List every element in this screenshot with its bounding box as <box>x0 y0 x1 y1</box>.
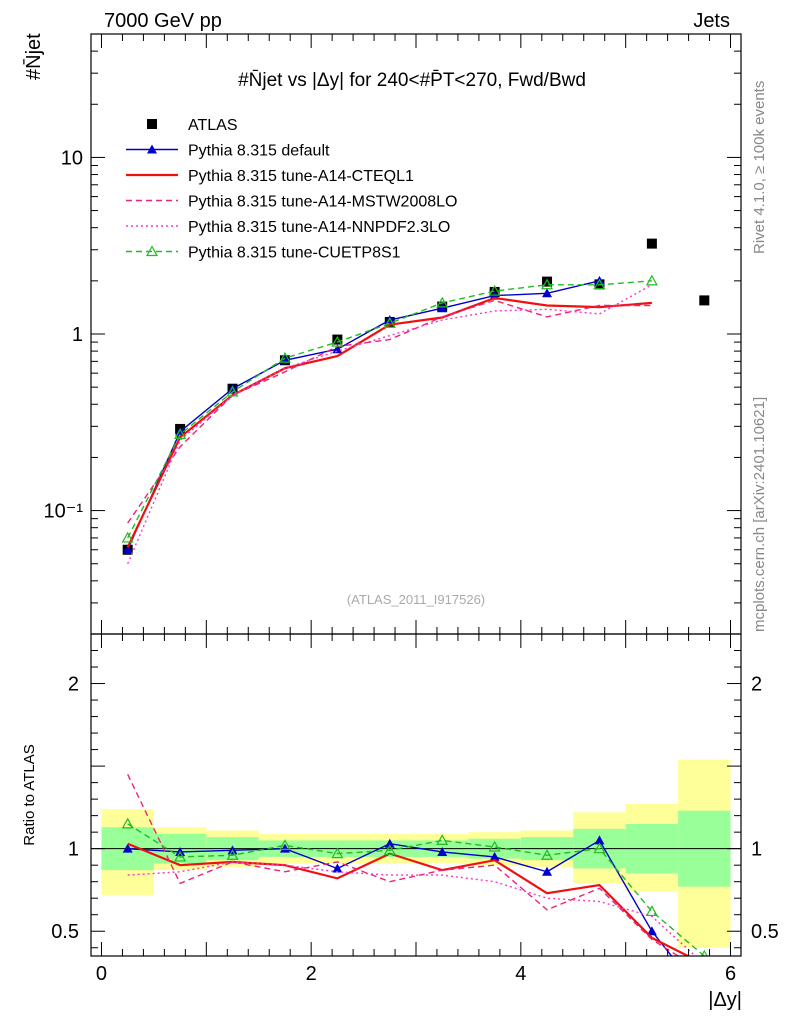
data-point-pythia-8-315-default <box>437 303 448 313</box>
ratio-point <box>436 834 449 846</box>
ratio-line-pythia-8-315-default <box>127 839 673 956</box>
data-point-pythia-8-315-tune-cuetp8s1 <box>645 274 658 286</box>
mcplots-source-label: mcplots.cern.ch [arXiv:2401.10621] <box>751 397 768 632</box>
legend-label-pythia-8-315-tune-cuetp8s1: Pythia 8.315 tune-CUETP8S1 <box>188 245 401 262</box>
ratio-point <box>488 840 501 852</box>
legend-label-pythia-8-315-tune-a14-mstw2008lo: Pythia 8.315 tune-A14-MSTW2008LO <box>188 194 457 211</box>
data-point-pythia-8-315-tune-cuetp8s1 <box>331 335 344 347</box>
data-point-atlas <box>699 295 710 306</box>
data-point-atlas <box>332 334 343 345</box>
ratio-point <box>437 846 448 856</box>
reference-label: (ATLAS_2011_I917526) <box>347 592 485 607</box>
data-point-pythia-8-315-tune-cuetp8s1 <box>226 385 239 397</box>
ratio-line-pythia-8-315-tune-a14-cteql1 <box>127 842 691 956</box>
data-point-pythia-8-315-tune-cuetp8s1 <box>488 284 501 296</box>
main-y-tick-label: 10⁻¹ <box>44 501 84 523</box>
data-point-pythia-8-315-default <box>122 544 133 554</box>
ratio-point <box>279 843 290 853</box>
x-axis-title: |Δy| <box>708 989 742 1011</box>
data-point-atlas <box>646 238 657 249</box>
ratio-series-lines <box>121 774 708 956</box>
series-line-pythia-8-315-default <box>127 280 600 551</box>
data-point-pythia-8-315-tune-cuetp8s1 <box>174 428 187 440</box>
main-y-tick-label: 10 <box>61 147 83 169</box>
ratio-point <box>489 851 500 861</box>
series-line-pythia-8-315-tune-cuetp8s1 <box>127 280 652 539</box>
ratio-line-pythia-8-315-tune-cuetp8s1 <box>127 823 705 956</box>
ratio-point <box>226 849 239 860</box>
ratio-point <box>541 849 554 860</box>
x-tick-label: 6 <box>725 963 736 985</box>
ratio-point <box>121 817 134 829</box>
series-line-pythia-8-315-tune-a14-nnpdf2-3lo <box>127 284 653 565</box>
axes-frame: 10⁻¹ 1 10 0.5 0.5 1 1 2 2 0 2 4 6 <box>44 33 779 985</box>
data-point-pythia-8-315-tune-cuetp8s1 <box>541 278 554 290</box>
ratio-point <box>278 839 291 850</box>
data-point-pythia-8-315-tune-cuetp8s1 <box>383 317 396 328</box>
rivet-version-label: Rivet 4.1.0, ≥ 100k events <box>751 81 768 254</box>
ratio-point <box>646 926 657 936</box>
data-point-pythia-8-315-tune-cuetp8s1 <box>593 278 606 290</box>
ratio-point <box>542 866 553 876</box>
ratio-point <box>384 838 395 848</box>
ratio-y-tick-label: 1 <box>68 839 79 861</box>
legend-marker-atlas <box>147 119 157 129</box>
ratio-point <box>332 863 343 873</box>
ratio-point <box>593 842 606 854</box>
data-point-pythia-8-315-default <box>332 344 343 354</box>
ratio-point <box>645 905 658 917</box>
legend-label-pythia-8-315-tune-a14-cteql1: Pythia 8.315 tune-A14-CTEQL1 <box>188 168 414 185</box>
ratio-point <box>331 847 344 859</box>
ratio-uncertainty-bands <box>91 759 741 948</box>
x-tick-label: 2 <box>306 963 317 985</box>
header-process-label: Jets <box>693 10 730 32</box>
legend-marker-pythia-8-315-tune-cuetp8s1 <box>145 245 159 257</box>
ratio-line-pythia-8-315-tune-a14-nnpdf2-3lo <box>127 861 697 956</box>
main-y-axis-title: #N̄jet <box>22 33 45 80</box>
series-line-pythia-8-315-tune-a14-mstw2008lo <box>127 299 652 524</box>
legend-label-pythia-8-315-tune-a14-nnpdf2-3lo: Pythia 8.315 tune-A14-NNPDF2.3LO <box>188 219 450 236</box>
ratio-y-tick-label: 0.5 <box>51 921 79 943</box>
ratio-point <box>594 835 605 845</box>
ratio-point <box>122 843 133 853</box>
ratio-y-tick-label-right: 1 <box>751 839 762 861</box>
main-series-lines <box>121 238 710 565</box>
series-line-pythia-8-315-tune-a14-cteql1 <box>126 296 652 548</box>
header-energy-label: 7000 GeV pp <box>104 10 222 32</box>
ratio-point <box>383 844 396 855</box>
ratio-y-tick-label-right: 2 <box>751 674 762 696</box>
data-point-pythia-8-315-default <box>542 288 553 298</box>
chart-title: #N̄jet vs |Δy| for 240<#P̄T<270, Fwd/Bwd <box>238 70 586 91</box>
legend-label-atlas: ATLAS <box>188 117 238 134</box>
main-y-tick-label: 1 <box>72 324 83 346</box>
ratio-line-pythia-8-315-tune-a14-mstw2008lo <box>127 774 680 956</box>
legend-label-pythia-8-315-default: Pythia 8.315 default <box>188 143 330 160</box>
ratio-point <box>174 850 187 862</box>
x-tick-label: 4 <box>515 963 526 985</box>
ratio-y-axis-title: Ratio to ATLAS <box>21 744 38 845</box>
data-point-pythia-8-315-tune-cuetp8s1 <box>121 531 134 543</box>
ratio-plot-frame <box>90 633 742 957</box>
ratio-y-tick-label: 2 <box>68 674 79 696</box>
x-tick-label: 0 <box>96 963 107 985</box>
data-point-atlas <box>542 276 553 287</box>
legend-marker-pythia-8-315-default <box>147 144 157 154</box>
ratio-y-tick-label-right: 0.5 <box>751 921 779 943</box>
data-point-pythia-8-315-tune-cuetp8s1 <box>278 351 291 363</box>
legend: ATLAS Pythia 8.315 default Pythia 8.315 tu… <box>126 117 457 262</box>
data-point-pythia-8-315-tune-cuetp8s1 <box>436 296 449 308</box>
